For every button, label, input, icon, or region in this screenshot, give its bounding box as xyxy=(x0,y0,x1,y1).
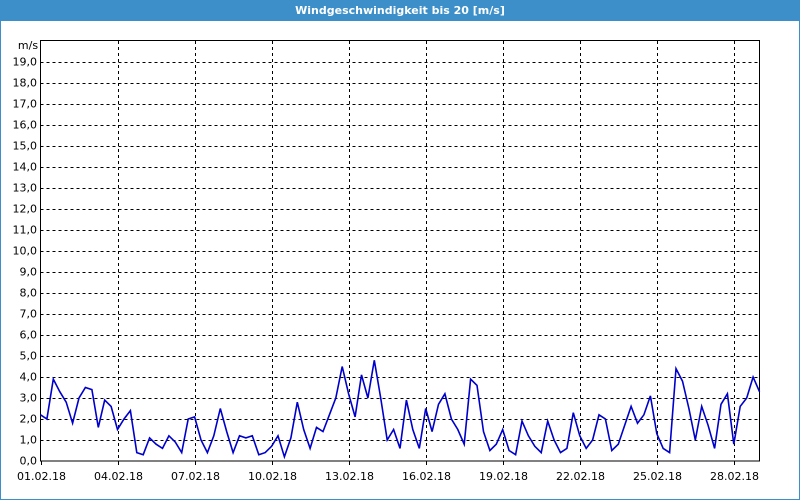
chart-title: Windgeschwindigkeit bis 20 [m/s] xyxy=(295,4,505,17)
x-tick-label: 28.02.18 xyxy=(710,470,759,483)
y-tick-label: 7,0 xyxy=(20,308,38,321)
y-tick-label: 12,0 xyxy=(13,203,38,216)
data-line xyxy=(40,360,761,460)
x-tick-label: 22.02.18 xyxy=(556,470,605,483)
y-tick-label: 5,0 xyxy=(20,350,38,363)
x-tick-label: 01.02.18 xyxy=(17,470,66,483)
y-tick-label: 13,0 xyxy=(13,182,38,195)
y-tick-label: 1,0 xyxy=(20,434,38,447)
x-tick-label: 04.02.18 xyxy=(94,470,143,483)
y-tick-label: 19,0 xyxy=(13,56,38,69)
y-tick-label: 4,0 xyxy=(20,371,38,384)
y-tick-label: 3,0 xyxy=(20,392,38,405)
y-tick-label: 18,0 xyxy=(13,77,38,90)
x-tick-label: 16.02.18 xyxy=(402,470,451,483)
y-axis-label: m/s xyxy=(18,39,38,52)
x-tick-label: 10.02.18 xyxy=(248,470,297,483)
y-tick-label: 6,0 xyxy=(20,329,38,342)
y-tick-label: 9,0 xyxy=(20,266,38,279)
y-tick-label: 17,0 xyxy=(13,98,38,111)
y-tick-label: 11,0 xyxy=(13,224,38,237)
y-tick-label: 2,0 xyxy=(20,413,38,426)
y-tick-label: 8,0 xyxy=(20,287,38,300)
title-bar xyxy=(0,0,800,21)
y-tick-label: 15,0 xyxy=(13,140,38,153)
y-tick-label: 14,0 xyxy=(13,161,38,174)
x-tick-label: 07.02.18 xyxy=(171,470,220,483)
x-tick-label: 13.02.18 xyxy=(325,470,374,483)
y-tick-label: 10,0 xyxy=(13,245,38,258)
y-tick-label: 0,0 xyxy=(20,455,38,468)
x-tick-label: 25.02.18 xyxy=(633,470,682,483)
y-tick-label: 16,0 xyxy=(13,119,38,132)
plot-frame xyxy=(40,40,760,462)
x-tick-label: 19.02.18 xyxy=(479,470,528,483)
